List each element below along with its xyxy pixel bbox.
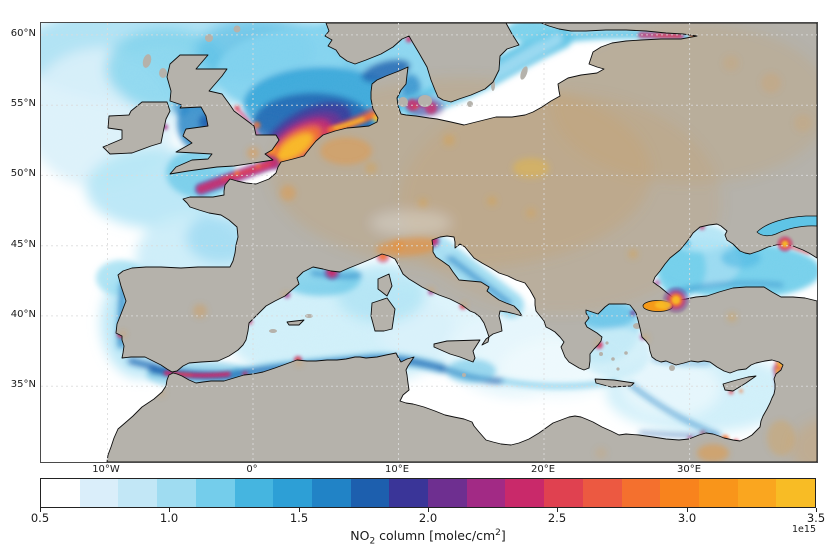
colorbar-tick-1p5: 1.5 bbox=[289, 511, 309, 525]
colorbar-title-pre: NO bbox=[350, 528, 370, 544]
colorbar-tick-1p0: 1.0 bbox=[159, 511, 179, 525]
colorbar-segment bbox=[41, 479, 80, 507]
lon-tick-20e: 20°E bbox=[530, 464, 556, 475]
colorbar-offset-label: 1e15 bbox=[792, 524, 816, 535]
colorbar-title: NO2 column [molec/cm2] bbox=[40, 528, 816, 547]
colorbar-tickmark bbox=[557, 508, 558, 512]
colorbar-tick-3p0: 3.0 bbox=[677, 511, 697, 525]
colorbar-segment bbox=[660, 479, 699, 507]
colorbar-tickmark bbox=[40, 508, 41, 512]
colorbar-title-sup: 2 bbox=[495, 528, 501, 538]
colorbar-title-sub: 2 bbox=[369, 536, 376, 547]
colorbar-tick-2p5: 2.5 bbox=[547, 511, 567, 525]
colorbar-segment bbox=[776, 479, 816, 507]
colorbar-segment bbox=[582, 479, 622, 507]
lon-tick-10w: 10°W bbox=[92, 464, 120, 475]
colorbar-segment bbox=[350, 479, 390, 507]
land-layer bbox=[103, 23, 817, 462]
colorbar-tickmark bbox=[687, 508, 688, 512]
lat-tick-50n: 50°N bbox=[10, 168, 36, 179]
colorbar-segment bbox=[195, 479, 235, 507]
small-islands bbox=[142, 25, 675, 377]
colorbar-segment bbox=[234, 479, 274, 507]
lat-tick-55n: 55°N bbox=[10, 98, 36, 109]
colorbar-tick-2p0: 2.0 bbox=[418, 511, 438, 525]
colorbar-segment bbox=[118, 479, 158, 507]
lon-tick-10e: 10°E bbox=[384, 464, 410, 475]
sea-of-azov bbox=[756, 215, 817, 237]
colorbar-segment bbox=[466, 479, 506, 507]
colorbar-tickmark bbox=[428, 508, 429, 512]
colorbar-segment bbox=[79, 479, 119, 507]
colorbar-tickmark bbox=[299, 508, 300, 512]
colorbar-tick-3p5: 3.5 bbox=[806, 511, 826, 525]
lat-tick-35n: 35°N bbox=[10, 379, 36, 390]
colorbar-segments bbox=[40, 478, 816, 508]
lat-tick-40n: 40°N bbox=[10, 309, 36, 320]
strait-hotspots bbox=[655, 236, 793, 313]
lon-tick-0: 0° bbox=[246, 464, 258, 475]
colorbar-title-post: ] bbox=[500, 528, 506, 544]
lat-tick-45n: 45°N bbox=[10, 239, 36, 250]
no2-map bbox=[41, 23, 817, 462]
colorbar-segment bbox=[157, 479, 196, 507]
colorbar-segment bbox=[389, 479, 429, 507]
lat-tick-60n: 60°N bbox=[10, 28, 36, 39]
colorbar-segment bbox=[273, 479, 312, 507]
colorbar-segment bbox=[428, 479, 467, 507]
colorbar-tickmark bbox=[169, 508, 170, 512]
colorbar-segment bbox=[621, 479, 661, 507]
lon-tick-30e: 30°E bbox=[676, 464, 702, 475]
colorbar-segment bbox=[698, 479, 738, 507]
colorbar-segment bbox=[544, 479, 583, 507]
colorbar-segment bbox=[311, 479, 351, 507]
colorbar-title-mid: column [molec/cm bbox=[375, 528, 496, 544]
graticule bbox=[41, 23, 817, 462]
colorbar-segment bbox=[505, 479, 545, 507]
map-axes bbox=[40, 22, 818, 463]
colorbar-tickmark bbox=[816, 508, 817, 512]
colorbar-tick-0p5: 0.5 bbox=[30, 511, 50, 525]
colorbar-segment bbox=[737, 479, 777, 507]
